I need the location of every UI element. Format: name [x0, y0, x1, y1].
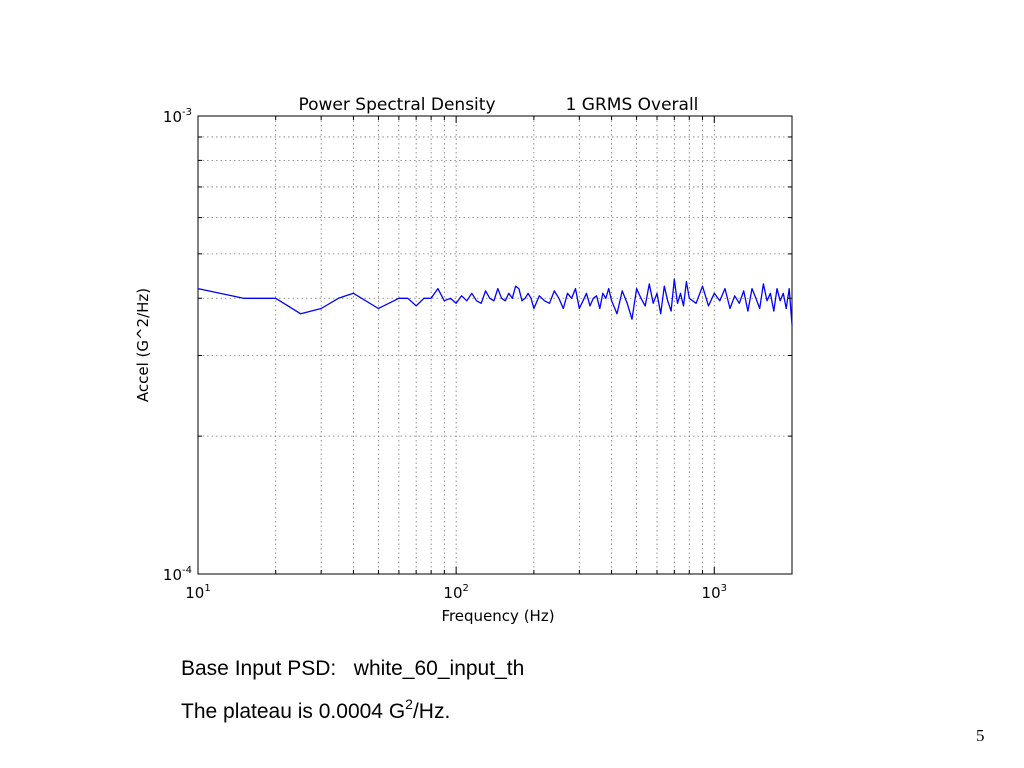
- x-tick-label: 103: [702, 583, 727, 602]
- psd-chart: 101 102 103 10-4 10-3 Power Spectral Density…: [134, 95, 793, 625]
- x-tick-label: 101: [185, 583, 210, 602]
- base-input-label: Base Input PSD:: [181, 657, 337, 680]
- plot-area-frame: [197, 115, 793, 575]
- axis-ticks: 101 102 103 10-4 10-3: [163, 107, 792, 602]
- chart-grid: [198, 116, 792, 574]
- plateau-prefix: The plateau is 0.0004 G: [181, 700, 406, 723]
- base-input-caption: Base Input PSD: white_60_input_th: [181, 657, 524, 681]
- x-tick-label: 102: [443, 583, 468, 602]
- base-input-value: white_60_input_th: [353, 657, 525, 680]
- chart-title-left: Power Spectral Density: [298, 95, 495, 115]
- slide-number: 5: [976, 726, 985, 745]
- y-tick-label: 10-4: [163, 565, 192, 584]
- plateau-suffix: /Hz.: [412, 700, 451, 723]
- plateau-caption: The plateau is 0.0004 G2/Hz.: [181, 697, 451, 724]
- series-line: [197, 278, 793, 325]
- x-axis-label: Frequency (Hz): [441, 607, 554, 625]
- y-axis-label: Accel (G^2/Hz): [134, 288, 152, 402]
- plateau-superscript: 2: [405, 696, 413, 712]
- y-tick-label: 10-3: [163, 107, 192, 126]
- chart-title-right: 1 GRMS Overall: [566, 95, 699, 115]
